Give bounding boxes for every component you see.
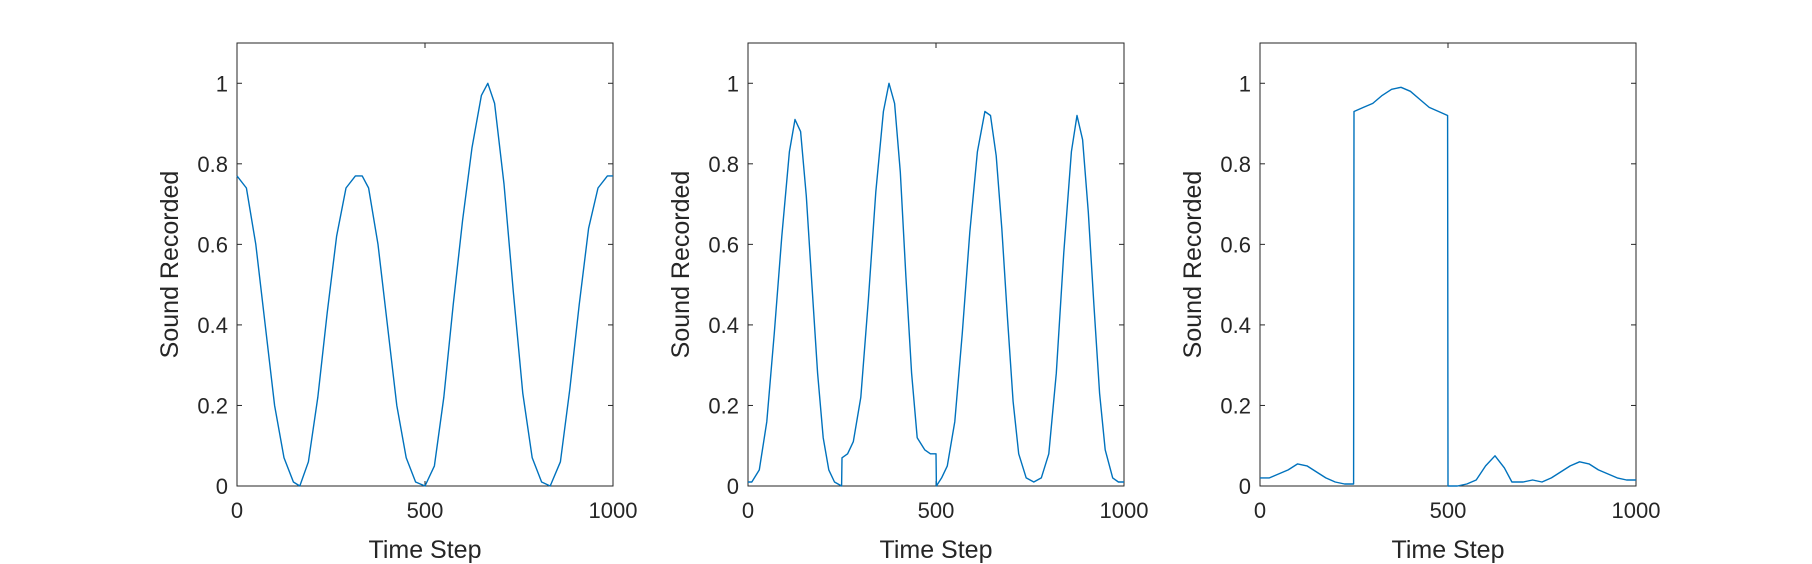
y-tick-label: 0.6	[708, 232, 739, 257]
series-line-1	[1260, 86, 1636, 487]
x-tick-label: 0	[231, 498, 243, 523]
y-axis-label: Sound Recorded	[667, 171, 695, 359]
x-axis-label: Time Step	[879, 536, 992, 564]
y-tick-label: 0.2	[1220, 393, 1251, 418]
y-tick-label: 0.2	[708, 393, 739, 418]
subplot-3: 0 500 1000 0 0.2 0.4 0.6 0.8 1 Time Step Sound Rec…	[1179, 42, 1661, 564]
x-axis-label: Time Step	[1391, 536, 1504, 564]
y-axis-label: Sound Recorded	[156, 171, 184, 359]
axes-box	[747, 42, 1125, 487]
y-tick-label: 1	[1239, 71, 1251, 96]
y-tick-label: 0.4	[1220, 313, 1251, 338]
series-line-1	[236, 82, 613, 487]
x-axis-label: Time Step	[368, 536, 481, 564]
x-tick-label: 0	[1254, 498, 1266, 523]
y-axis-label: Sound Recorded	[1179, 171, 1207, 359]
subplot-2: 0 500 1000 0 0.2 0.4 0.6 0.8 1 Time Step Sound Rec…	[667, 42, 1149, 564]
series-line-1	[748, 82, 1124, 487]
y-tick-label: 0.4	[708, 313, 739, 338]
x-tick-label: 0	[742, 498, 754, 523]
y-tick-label: 1	[216, 71, 228, 96]
x-tick-label: 500	[918, 498, 955, 523]
x-tick-label: 1000	[1100, 498, 1149, 523]
y-tick-label: 0	[216, 474, 228, 499]
y-tick-label: 0.8	[197, 152, 228, 177]
y-tick-label: 1	[727, 71, 739, 96]
x-tick-label: 1000	[589, 498, 638, 523]
y-tick-label: 0.8	[708, 152, 739, 177]
y-tick-label: 0.8	[1220, 152, 1251, 177]
y-tick-label: 0	[1239, 474, 1251, 499]
x-tick-label: 1000	[1612, 498, 1661, 523]
y-tick-label: 0	[727, 474, 739, 499]
subplot-1: 0 500 1000 0 0.2 0.4 0.6 0.8 1 Time Step Sound Rec…	[156, 42, 638, 564]
y-tick-label: 0.6	[1220, 232, 1251, 257]
y-tick-label: 0.2	[197, 393, 228, 418]
axes-box	[236, 42, 614, 487]
x-tick-label: 500	[407, 498, 444, 523]
y-tick-label: 0.4	[197, 313, 228, 338]
x-tick-label: 500	[1430, 498, 1467, 523]
y-tick-label: 0.6	[197, 232, 228, 257]
